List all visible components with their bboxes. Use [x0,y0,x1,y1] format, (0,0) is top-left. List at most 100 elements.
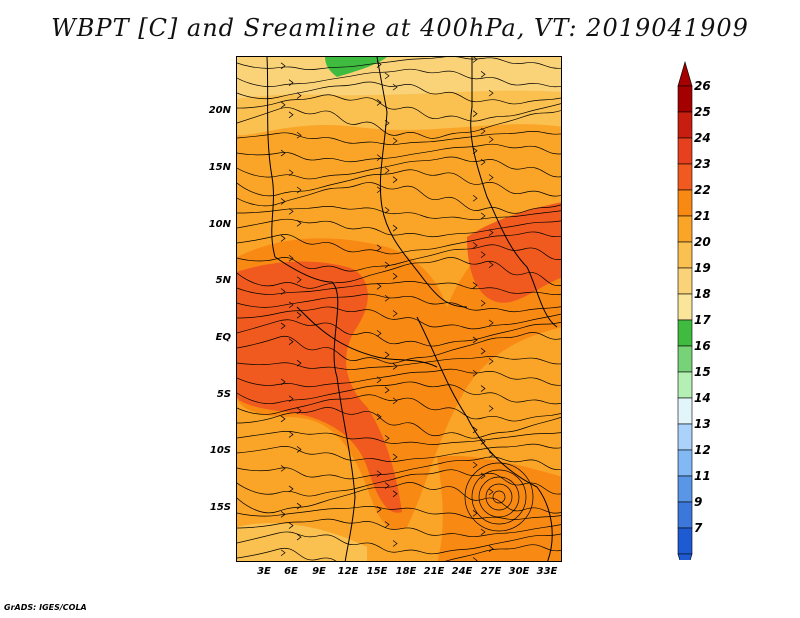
colorbar-label: 15 [694,365,711,379]
streamline-arrow [480,158,486,166]
streamline [237,482,561,514]
streamline-arrow [288,208,294,215]
streamline-arrow [376,61,382,68]
lon-label: 3E [257,566,271,577]
colorbar-label: 19 [694,261,711,275]
temperature-field-23-west [237,261,402,513]
streamline-vortex [492,490,506,504]
streamline [237,469,561,497]
streamline-arrow [288,338,294,345]
lat-label: 10S [209,445,231,456]
lon-label: 9E [312,566,326,577]
streamline-arrow [480,472,486,480]
colorbar-label: 17 [694,313,711,327]
streamline-arrow [376,99,382,106]
streamline [237,456,561,480]
colorbar-arrow-top [677,60,693,87]
streamline [237,81,561,105]
lon-label: 27E [480,566,502,577]
streamline-arrow [280,511,286,518]
streamline-arrow [296,311,302,319]
streamline-arrow [472,557,478,561]
streamline-arrow [288,79,294,86]
streamline-arrow [296,446,302,453]
colorbar-cell [677,85,693,113]
colorbar-cell [677,423,693,451]
streamline-arrow [488,229,494,236]
streamline-arrow [392,224,398,232]
streamline-arrow [392,540,398,547]
streamline-arrow [280,322,286,330]
streamline-arrow [472,242,478,249]
streamline-arrow [280,378,286,386]
streamline-arrow [472,282,478,289]
colorbar [677,60,693,560]
streamline-arrow [384,434,390,442]
streamline-arrow [296,92,302,99]
streamline-arrow [384,386,390,394]
streamline-arrow [488,174,494,181]
streamline-arrow [296,533,302,541]
streamline-arrow [296,276,302,284]
colorbar-cell [677,319,693,347]
streamline-arrow [280,549,286,557]
streamline-arrow [288,301,294,309]
streamline-vortex [485,483,513,511]
streamline-arrow [472,510,478,517]
streamline-arrow [280,415,286,423]
colorbar-label: 22 [694,183,711,197]
streamline-arrow [376,413,382,421]
streamline-arrow [480,71,486,78]
streamline [237,518,561,537]
streamline-arrow [288,111,294,119]
colorbar-label: 21 [694,209,711,223]
colorbar-label: 11 [694,469,711,483]
colorbar-cell [677,397,693,425]
streamline-arrow [376,470,382,478]
streamline-arrow [488,488,494,496]
streamline-arrow [280,62,286,70]
streamline-arrow [480,385,486,392]
streamline [237,231,561,255]
streamline-arrow [392,453,398,461]
streamline-arrow [488,357,494,365]
colorbar-label: 9 [694,495,703,509]
streamline [237,356,561,370]
colorbar-cell [677,163,693,191]
streamline-arrow [384,261,390,269]
streamline-arrow [376,376,382,384]
streamline-arrow [488,136,494,143]
streamline-arrow [296,359,302,367]
colorbar-cell [677,345,693,373]
streamline-arrow [288,431,294,438]
streamline-arrow [384,351,390,359]
streamline-arrow [488,89,494,97]
streamline-arrow [296,220,302,227]
colorbar-label: 18 [694,287,711,301]
streamlines [237,57,561,561]
lat-label: EQ [215,332,231,343]
map-canvas [237,57,561,561]
streamline [237,143,561,163]
streamline-arrow [488,405,494,412]
lon-label: 15E [366,566,388,577]
streamline-arrow [472,426,478,434]
lon-label: 21E [423,566,445,577]
streamline-arrow [480,127,486,135]
streamline [237,531,561,555]
streamline-arrow [288,485,294,493]
streamline [237,394,561,422]
lat-label: 15S [209,502,231,513]
lat-label: 5S [216,389,231,400]
lat-label: 5N [215,275,231,286]
streamline [237,431,561,445]
streamline-arrow [472,461,478,469]
streamline [237,57,561,70]
streamline-arrow [384,521,390,528]
streamline [237,332,561,364]
streamline-arrow [296,502,302,510]
streamline-arrow [392,176,398,183]
streamline-arrow [392,363,398,370]
streamline [237,506,561,520]
colorbar-cell [677,371,693,399]
